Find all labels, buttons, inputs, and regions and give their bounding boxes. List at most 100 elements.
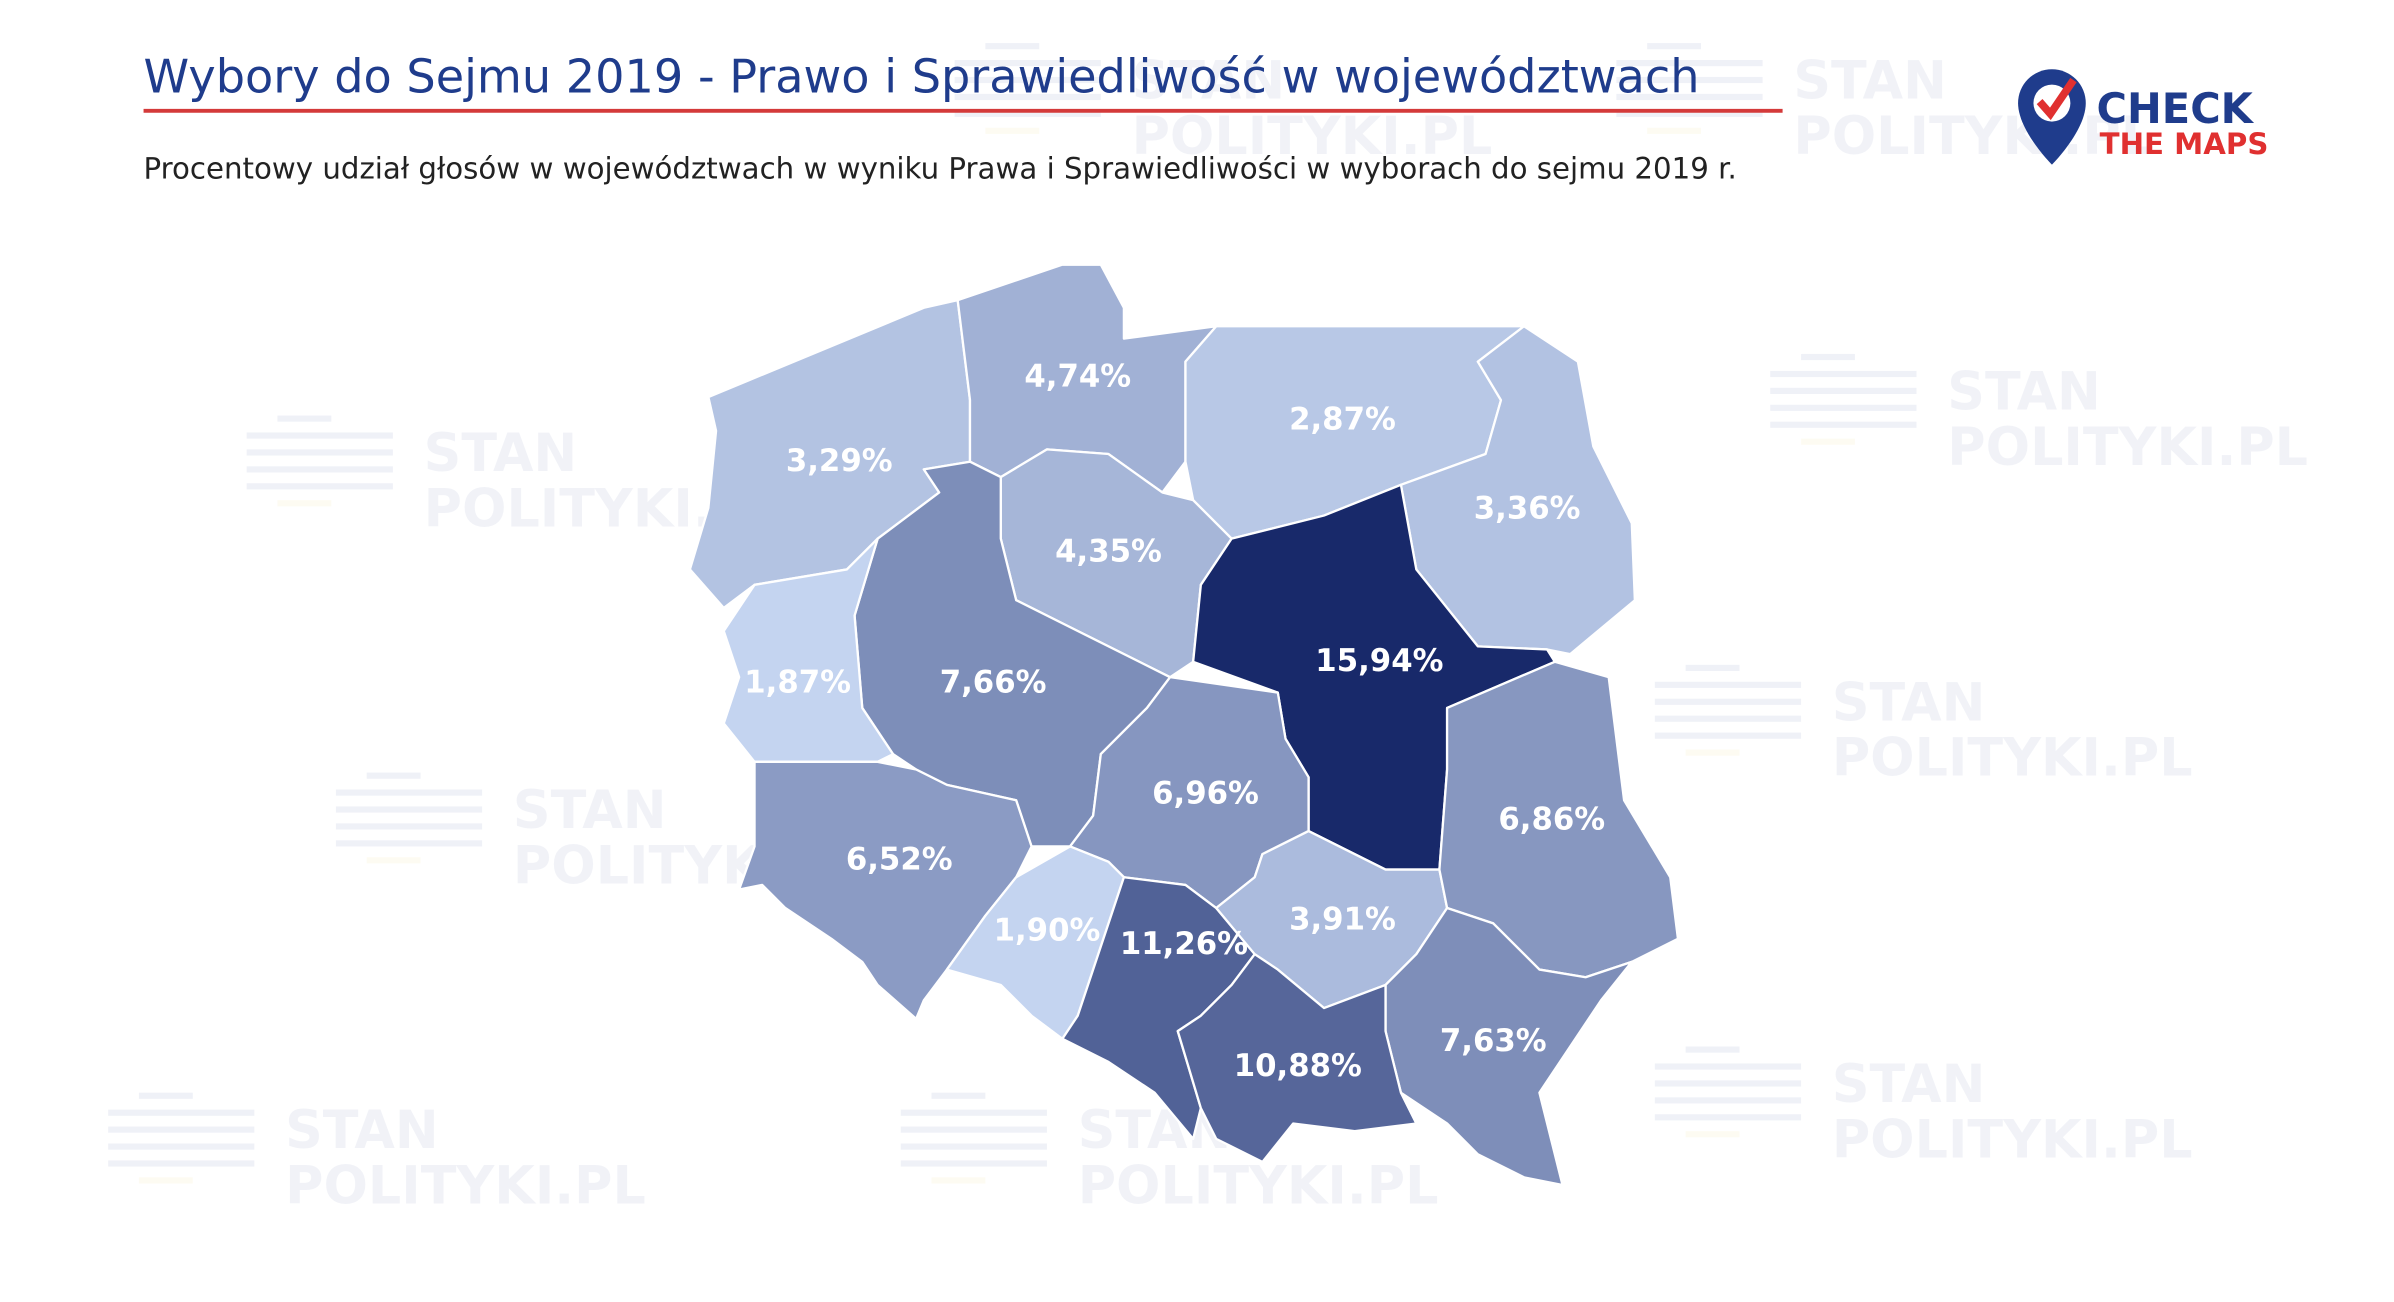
watermark-text: POLITYKI.PL bbox=[1132, 106, 1493, 167]
watermark-stripe bbox=[985, 43, 1040, 50]
logo-text: THE MAPS bbox=[2100, 127, 2269, 161]
watermark-stripe bbox=[108, 1109, 255, 1116]
regions bbox=[688, 263, 1680, 1187]
region-label: 6,86% bbox=[1498, 802, 1605, 838]
watermark-stripe bbox=[1685, 1046, 1740, 1053]
watermark-stripe bbox=[900, 1160, 1047, 1167]
watermark-text: POLITYKI.PL bbox=[1078, 1156, 1439, 1217]
watermark-text: STAN bbox=[1947, 361, 2101, 422]
watermark-text: POLITYKI.PL bbox=[1832, 1109, 2193, 1170]
region-label: 2,87% bbox=[1289, 401, 1396, 437]
region bbox=[737, 760, 1033, 1020]
watermark-stripe bbox=[1770, 387, 1917, 394]
region-label: 1,90% bbox=[994, 912, 1101, 948]
watermark-text: POLITYKI.PL bbox=[1832, 728, 2193, 789]
watermark-stripe bbox=[246, 483, 393, 490]
watermark-stripe bbox=[138, 1092, 193, 1099]
watermark-stripe bbox=[1616, 60, 1763, 67]
watermark-text: STAN bbox=[513, 780, 667, 841]
watermark-stripe bbox=[1654, 1114, 1802, 1121]
watermark-stripe bbox=[1616, 76, 1763, 84]
region-label: 15,94% bbox=[1315, 643, 1443, 679]
watermark-stripe bbox=[138, 1177, 193, 1184]
logo-text: CHECK bbox=[2097, 84, 2255, 133]
region-label: 3,91% bbox=[1289, 902, 1396, 938]
watermark-stripe bbox=[1654, 732, 1802, 739]
watermark-stripe bbox=[108, 1126, 255, 1133]
region-label: 7,63% bbox=[1440, 1023, 1547, 1059]
watermark-stripe bbox=[1654, 681, 1802, 688]
watermark-stripe bbox=[1770, 404, 1917, 411]
watermark-stripe bbox=[954, 93, 1101, 101]
watermark-stripe bbox=[900, 1143, 1047, 1150]
region-label: 6,96% bbox=[1152, 775, 1259, 811]
watermark-stripe bbox=[108, 1143, 255, 1150]
logo-check bbox=[2036, 77, 2077, 121]
watermark-text: POLITYKI.PL bbox=[1947, 417, 2308, 478]
region-labels: 3,29% 4,74% 2,87% 3,36% 4,35% 15,94% 7,66% 1,87… bbox=[744, 358, 1605, 1083]
watermark-stripe bbox=[1654, 698, 1802, 705]
watermark-text: STAN bbox=[1132, 50, 1286, 111]
watermark-text: POLITYKI.PL bbox=[285, 1156, 646, 1217]
watermark-stripe bbox=[1685, 664, 1740, 672]
watermark-stripe bbox=[931, 1092, 986, 1099]
watermark-text: STAN bbox=[1832, 1054, 1986, 1115]
watermark-stripe bbox=[246, 449, 393, 456]
region-label: 1,87% bbox=[744, 665, 851, 701]
logo: CHECK THE MAPS bbox=[2018, 69, 2269, 165]
watermark-stripe bbox=[108, 1160, 255, 1167]
region-label: 3,36% bbox=[1474, 491, 1581, 527]
watermark-stripe bbox=[335, 806, 483, 813]
watermark-stripe bbox=[900, 1126, 1047, 1133]
title: Wybory do Sejmu 2019 - Prawo i Sprawiedl… bbox=[144, 49, 1700, 103]
region bbox=[722, 537, 895, 763]
watermark-stripe bbox=[1654, 1080, 1802, 1087]
watermark-stripe bbox=[1685, 1131, 1740, 1138]
watermark-stripe bbox=[366, 857, 421, 864]
watermark-stripe bbox=[277, 500, 332, 507]
watermark-stripe bbox=[985, 127, 1040, 134]
region-label: 3,29% bbox=[786, 443, 893, 479]
watermark-stripe bbox=[246, 466, 393, 473]
watermark-stripe bbox=[1770, 421, 1917, 428]
watermark-text: STAN bbox=[285, 1100, 439, 1161]
watermark-stripe bbox=[954, 110, 1101, 117]
region bbox=[1176, 953, 1418, 1164]
watermark-stripe bbox=[246, 432, 393, 439]
watermark-stripe bbox=[1654, 1097, 1802, 1104]
watermark-stripe bbox=[366, 772, 421, 779]
watermark-text: STAN bbox=[1793, 50, 1947, 111]
watermark-stripe bbox=[900, 1109, 1047, 1116]
watermark-stripe bbox=[1801, 353, 1855, 361]
watermark-text: POLITYKI.PL bbox=[1793, 106, 2154, 167]
watermark-stripe bbox=[1801, 438, 1855, 445]
region-label: 7,66% bbox=[940, 665, 1047, 701]
watermark-stripe bbox=[1770, 370, 1917, 378]
region-label: 10,88% bbox=[1234, 1048, 1362, 1084]
watermarks: STANPOLITYKI.PLSTANPOLITYKI.PLSTANPOLITY… bbox=[108, 43, 2308, 1217]
watermark-stripe bbox=[954, 76, 1101, 84]
region-label: 4,74% bbox=[1024, 358, 1131, 394]
watermark-stripe bbox=[335, 840, 483, 847]
watermark-stripe bbox=[1616, 93, 1763, 101]
watermark-stripe bbox=[1685, 749, 1740, 756]
region-label: 11,26% bbox=[1120, 926, 1248, 962]
watermark-stripe bbox=[1647, 127, 1702, 134]
region-label: 6,52% bbox=[846, 842, 953, 878]
subtitle: Procentowy udział głosów w województwach… bbox=[144, 152, 1737, 186]
watermark-stripe bbox=[1616, 110, 1763, 117]
watermark-stripe bbox=[335, 823, 483, 830]
watermark-text: STAN bbox=[424, 423, 578, 484]
watermark-stripe bbox=[954, 60, 1101, 67]
watermark-stripe bbox=[1647, 43, 1702, 50]
watermark-stripe bbox=[1654, 1063, 1802, 1070]
